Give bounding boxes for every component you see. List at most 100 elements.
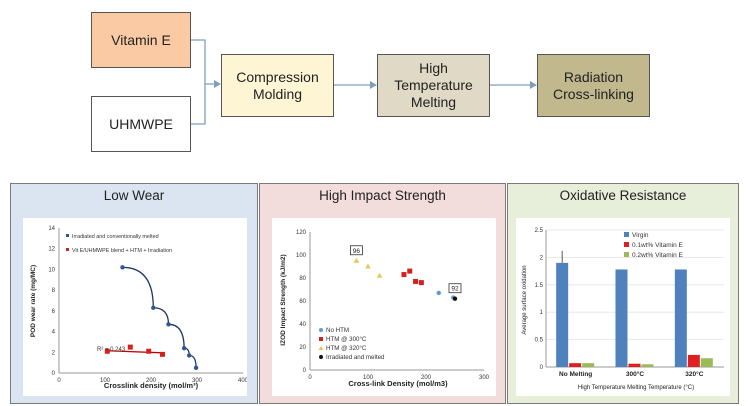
wear-point-irradiated [151,305,156,310]
legend-marker-vite [66,248,69,251]
wear-ytick-label: 6 [52,309,56,315]
impact-point-irr-melted [452,296,458,301]
ox-category-label: 300°C [626,370,644,378]
wear-chart: 0 2 4 6 8 10 12 14 0 100 200 300 400 Irradiated and… [30,226,249,390]
ox-bar-1 [628,363,641,367]
oxidation-plot-area: 0 0.5 1 1.5 2 2.5 No Melting 300°C 320°C Virgin… [516,218,730,396]
ox-bar-1 [687,354,700,367]
wear-fit-line-red [107,350,163,354]
legend-marker-htm320 [318,346,324,350]
compression-molding-box: Compression Molding [221,54,334,117]
impact-point-htm320 [376,272,383,278]
radiation-label-1: Radiation [563,68,624,85]
radiation-label-2: Cross-linking [553,85,634,102]
impact-point-no-htm [436,290,441,296]
oxidation-ylabel: Average surface oxidation [522,265,528,334]
ox-bar-0 [615,269,628,367]
connector-uhmwpe [191,84,206,125]
wear-point-irradiated [186,353,192,358]
legend-irradiated: Irradiated and conventionally melted [72,234,159,240]
impact-point-htm300 [401,272,407,278]
ox-bar-1 [569,363,582,367]
wear-annotation: R² = 0.243 [97,347,126,353]
impact-ytick-label: 60 [299,299,306,305]
oxidation-chart: 0 0.5 1 1.5 2 2.5 No Melting 300°C 320°C Virgin… [522,228,724,391]
impact-point-htm320 [365,263,371,269]
impact-point-htm300 [413,278,419,284]
ox-bar-0 [674,269,687,367]
impact-panel: High Impact Strength 0 20 40 60 80 100 120 0 10… [259,183,506,404]
legend-02: 0.2wt% Vitamin E [632,252,683,259]
legend-irr-melted: Irradiated and melted [326,354,385,361]
oxidation-xlabel: High Temperature Melting Temperature (°C… [578,385,694,391]
wear-xtick-label: 300 [192,378,203,384]
htm-label-3: Melting [410,94,457,110]
wear-ytick-label: 14 [48,226,55,232]
impact-callout-box [448,283,462,294]
legend-vite: Vit E/UHMWPE blend + HTM + Irradiation [72,248,172,254]
wear-ytick-label: 2 [52,350,56,356]
ox-ytick-label: 0 [540,365,544,371]
legend-marker-no-htm [319,328,323,332]
legend-no-htm: No HTM [326,327,349,334]
legend-marker-irradiated [66,234,69,237]
wear-point-vite [104,348,110,354]
wear-ytick-label: 8 [52,288,56,294]
impact-callout-label: 96 [353,248,361,255]
impact-callout-label: 92 [451,286,459,293]
compression-label-2: Molding [252,85,303,102]
wear-xlabel: Crosslink density (mol/m³) [104,381,199,390]
ox-bar-0 [556,262,569,367]
impact-ytick-label: 80 [299,276,306,282]
impact-chart: 0 20 40 60 80 100 120 0 100 200 300 96 92 No HTM H… [280,230,490,388]
legend-marker-virgin [624,232,629,237]
htm-label-2: Temperature [394,77,473,93]
arrowhead-radiation [530,81,537,89]
low-wear-panel: Low Wear 0 2 4 6 8 10 12 14 0 100 200 300 400 Irrad… [10,183,258,404]
ox-bar-2 [582,363,595,367]
ox-ytick-label: 0.5 [535,338,544,344]
wear-point-vite [127,344,133,350]
impact-xtick-label: 300 [479,375,490,381]
wear-point-irradiated [181,345,187,351]
radiation-box: Radiation Cross-linking [537,54,650,117]
wear-point-irradiated [193,365,199,371]
ox-category-label: No Melting [559,371,592,378]
arrowhead-compression [214,80,221,88]
vitamin-e-box: Vitamin E [91,12,191,68]
wear-ytick-label: 10 [48,267,55,273]
impact-legend: No HTM HTM @ 300°C HTM @ 320°C Irradiate… [318,327,385,361]
compression-label-1: Compression [236,68,319,85]
arrowhead-htm [370,81,377,89]
impact-point-htm320 [353,257,360,263]
wear-xtick-label: 0 [57,378,61,384]
ox-ytick-label: 2 [540,255,544,261]
impact-ytick-label: 40 [299,322,306,328]
legend-01: 0.1wt% Vitamin E [632,242,683,249]
wear-point-vite [160,351,165,357]
impact-xtick-label: 100 [363,375,374,381]
wear-ytick-label: 12 [48,247,55,253]
oxidation-panel: Oxidative Resistance 0 0.5 1 1.5 2 2.5 No Mel… [507,183,739,404]
ox-category-label: 320°C [685,370,703,378]
htm-box: High Temperature Melting [377,54,490,117]
wear-ylabel: POD wear rate (mg/MC) [30,265,37,337]
impact-ylabel: IZOD Impact Strength (kJ/m2) [280,254,287,345]
wear-ytick-label: 0 [52,371,56,377]
impact-ytick-label: 120 [296,230,307,236]
wear-point-irradiated [166,322,171,327]
legend-htm320: HTM @ 320°C [326,345,367,352]
oxidation-title: Oxidative Resistance [559,188,687,203]
legend-marker-irr-melted [319,355,323,359]
impact-xtick-label: 200 [421,375,432,381]
wear-xtick-label: 100 [100,378,111,384]
legend-marker-htm300 [319,337,323,341]
ox-ytick-label: 1 [540,310,544,316]
ox-ytick-label: 2.5 [535,228,544,234]
impact-ytick-label: 100 [296,253,307,259]
impact-xtick-label: 0 [308,375,312,381]
impact-point-htm300 [407,268,413,274]
impact-callout-box [350,245,363,256]
impact-title: High Impact Strength [319,188,446,203]
uhmwpe-box: UHMWPE [91,96,191,152]
